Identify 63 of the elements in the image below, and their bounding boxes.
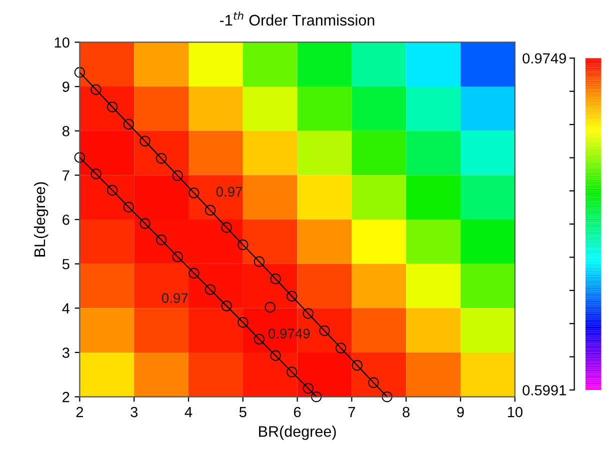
point [221, 300, 232, 312]
y-axis-title: BL(degree) [34, 182, 48, 256]
point [221, 222, 232, 233]
point [204, 284, 216, 295]
x-tick-label: 7 [348, 407, 356, 418]
y-tick-label: 10 [54, 37, 70, 48]
x-tick-label: 5 [239, 407, 246, 418]
point [368, 377, 379, 388]
point [140, 218, 150, 229]
annotation: 0.97 [162, 293, 188, 304]
point [204, 204, 216, 216]
point [302, 308, 314, 319]
point [74, 152, 86, 163]
point [286, 366, 298, 378]
x-tick-label: 6 [294, 406, 301, 418]
point [238, 239, 248, 250]
point [311, 391, 322, 402]
x-tick-label: 8 [402, 406, 410, 418]
point [156, 153, 167, 164]
point [188, 268, 200, 278]
x-tick-label: 9 [457, 406, 464, 418]
point [286, 290, 298, 302]
point [156, 234, 167, 246]
x-tick-label: 4 [184, 407, 192, 418]
y-tick-label: 2 [62, 392, 70, 402]
point [319, 325, 330, 336]
point [90, 168, 102, 180]
annotation: 0.9749 [268, 328, 310, 338]
annotation: 0.97 [216, 186, 242, 197]
chart-title: -1$^{th}$ Order Tranmission [220, 12, 374, 26]
y-tick-label: 7 [62, 170, 70, 180]
x-tick-label: 10 [508, 406, 522, 418]
y-tick-label: 4 [62, 303, 70, 314]
point [238, 316, 248, 328]
point [254, 334, 265, 345]
point [172, 170, 183, 181]
point [90, 84, 102, 95]
x-tick-label: 2 [76, 406, 84, 418]
point [74, 67, 86, 78]
point [270, 274, 281, 284]
y-tick-label: 3 [62, 348, 70, 358]
point [254, 256, 265, 267]
point [123, 202, 134, 212]
color-bar-label: 0.5991 [522, 385, 566, 396]
color-bar-label: 0.9749 [522, 53, 566, 64]
point [106, 102, 118, 112]
point [106, 184, 118, 196]
y-tick-label: 5 [62, 259, 70, 270]
x-axis-title: BR(degree) [259, 426, 336, 440]
point [270, 350, 281, 361]
point [188, 188, 200, 198]
point [123, 118, 134, 130]
point [140, 136, 150, 146]
point [302, 383, 314, 394]
x-tick-label: 3 [130, 406, 138, 418]
y-tick-label: 9 [62, 82, 70, 92]
point [264, 302, 276, 313]
point [352, 360, 362, 371]
point [335, 342, 346, 354]
point [382, 391, 392, 402]
y-tick-label: 6 [62, 214, 70, 225]
y-tick-label: 8 [62, 126, 70, 136]
point [172, 251, 183, 262]
